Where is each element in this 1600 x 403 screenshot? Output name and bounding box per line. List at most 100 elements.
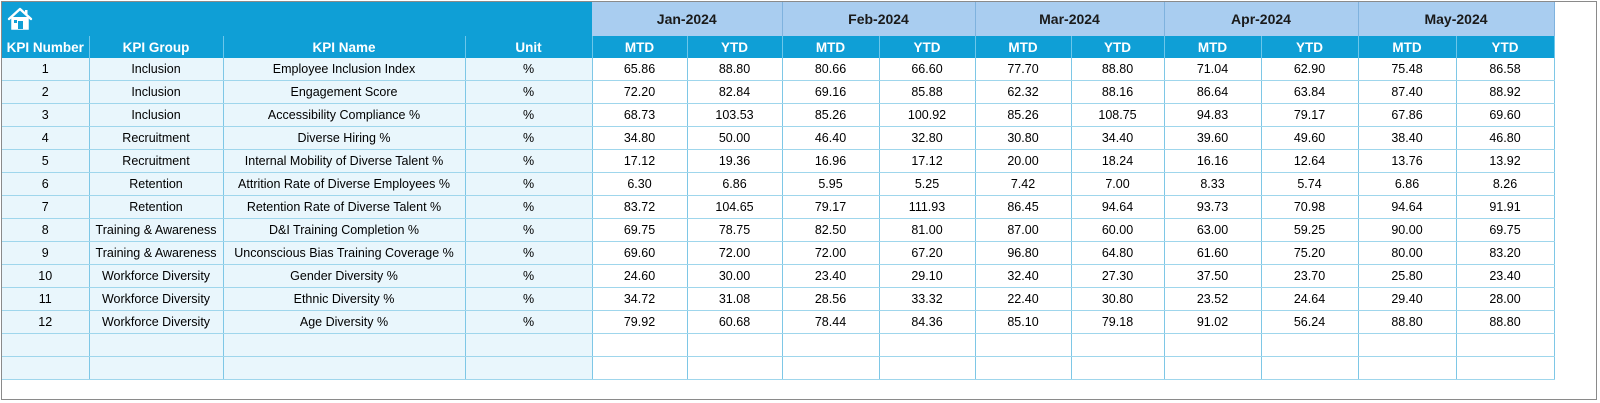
kpi-group-cell[interactable]: Inclusion xyxy=(89,103,224,127)
mtd-value-cell[interactable]: 62.32 xyxy=(975,80,1072,104)
ytd-value-cell[interactable]: 86.58 xyxy=(1456,58,1555,81)
empty-cell[interactable] xyxy=(465,333,593,357)
kpi-name-cell[interactable]: Ethnic Diversity % xyxy=(223,287,466,311)
ytd-value-cell[interactable]: 6.86 xyxy=(687,172,783,196)
ytd-value-cell[interactable]: 63.84 xyxy=(1261,80,1359,104)
mtd-value-cell[interactable]: 29.40 xyxy=(1358,287,1457,311)
ytd-value-cell[interactable]: 79.17 xyxy=(1261,103,1359,127)
mtd-value-cell[interactable]: 94.83 xyxy=(1164,103,1262,127)
mtd-value-cell[interactable]: 80.00 xyxy=(1358,241,1457,265)
unit-cell[interactable]: % xyxy=(465,264,593,288)
ytd-value-cell[interactable]: 82.84 xyxy=(687,80,783,104)
kpi-name-cell[interactable]: Attrition Rate of Diverse Employees % xyxy=(223,172,466,196)
ytd-value-cell[interactable]: 19.36 xyxy=(687,149,783,173)
mtd-value-cell[interactable]: 39.60 xyxy=(1164,126,1262,150)
ytd-value-cell[interactable]: 69.75 xyxy=(1456,218,1555,242)
ytd-value-cell[interactable]: 91.91 xyxy=(1456,195,1555,219)
empty-cell[interactable] xyxy=(2,333,90,357)
unit-cell[interactable]: % xyxy=(465,103,593,127)
empty-cell[interactable] xyxy=(89,333,224,357)
ytd-value-cell[interactable]: 17.12 xyxy=(879,149,976,173)
mtd-value-cell[interactable]: 72.00 xyxy=(782,241,880,265)
mtd-value-cell[interactable]: 91.02 xyxy=(1164,310,1262,334)
unit-cell[interactable]: % xyxy=(465,241,593,265)
empty-cell[interactable] xyxy=(782,333,880,357)
mtd-value-cell[interactable]: 28.56 xyxy=(782,287,880,311)
mtd-value-cell[interactable]: 86.45 xyxy=(975,195,1072,219)
ytd-value-cell[interactable]: 78.75 xyxy=(687,218,783,242)
mtd-value-cell[interactable]: 71.04 xyxy=(1164,58,1262,81)
mtd-value-cell[interactable]: 72.20 xyxy=(592,80,688,104)
mtd-value-cell[interactable]: 46.40 xyxy=(782,126,880,150)
kpi-name-cell[interactable]: D&I Training Completion % xyxy=(223,218,466,242)
mtd-value-cell[interactable]: 61.60 xyxy=(1164,241,1262,265)
mtd-value-cell[interactable]: 37.50 xyxy=(1164,264,1262,288)
ytd-value-cell[interactable]: 104.65 xyxy=(687,195,783,219)
ytd-value-cell[interactable]: 50.00 xyxy=(687,126,783,150)
mtd-value-cell[interactable]: 75.48 xyxy=(1358,58,1457,81)
kpi-number-cell[interactable]: 4 xyxy=(2,126,90,150)
unit-cell[interactable]: % xyxy=(465,287,593,311)
kpi-number-cell[interactable]: 5 xyxy=(2,149,90,173)
ytd-value-cell[interactable]: 83.20 xyxy=(1456,241,1555,265)
empty-cell[interactable] xyxy=(975,333,1072,357)
ytd-value-cell[interactable]: 100.92 xyxy=(879,103,976,127)
kpi-group-cell[interactable]: Workforce Diversity xyxy=(89,287,224,311)
ytd-value-cell[interactable]: 28.00 xyxy=(1456,287,1555,311)
kpi-number-cell[interactable]: 9 xyxy=(2,241,90,265)
mtd-value-cell[interactable]: 16.16 xyxy=(1164,149,1262,173)
mtd-value-cell[interactable]: 17.12 xyxy=(592,149,688,173)
kpi-name-cell[interactable]: Diverse Hiring % xyxy=(223,126,466,150)
home-icon[interactable] xyxy=(6,6,34,32)
empty-cell[interactable] xyxy=(1358,356,1457,380)
mtd-value-cell[interactable]: 96.80 xyxy=(975,241,1072,265)
ytd-value-cell[interactable]: 23.40 xyxy=(1456,264,1555,288)
ytd-value-cell[interactable]: 7.00 xyxy=(1071,172,1165,196)
ytd-value-cell[interactable]: 88.80 xyxy=(1071,58,1165,81)
ytd-value-cell[interactable]: 46.80 xyxy=(1456,126,1555,150)
mtd-value-cell[interactable]: 77.70 xyxy=(975,58,1072,81)
kpi-name-cell[interactable]: Age Diversity % xyxy=(223,310,466,334)
ytd-value-cell[interactable]: 30.80 xyxy=(1071,287,1165,311)
mtd-value-cell[interactable]: 34.72 xyxy=(592,287,688,311)
ytd-value-cell[interactable]: 85.88 xyxy=(879,80,976,104)
empty-cell[interactable] xyxy=(2,356,90,380)
ytd-value-cell[interactable]: 60.00 xyxy=(1071,218,1165,242)
kpi-name-cell[interactable]: Gender Diversity % xyxy=(223,264,466,288)
kpi-name-cell[interactable]: Engagement Score xyxy=(223,80,466,104)
kpi-number-cell[interactable]: 2 xyxy=(2,80,90,104)
empty-cell[interactable] xyxy=(592,333,688,357)
kpi-group-cell[interactable]: Recruitment xyxy=(89,149,224,173)
mtd-value-cell[interactable]: 94.64 xyxy=(1358,195,1457,219)
unit-cell[interactable]: % xyxy=(465,126,593,150)
kpi-group-cell[interactable]: Inclusion xyxy=(89,80,224,104)
ytd-value-cell[interactable]: 84.36 xyxy=(879,310,976,334)
ytd-value-cell[interactable]: 33.32 xyxy=(879,287,976,311)
mtd-value-cell[interactable]: 78.44 xyxy=(782,310,880,334)
empty-cell[interactable] xyxy=(1071,333,1165,357)
ytd-value-cell[interactable]: 23.70 xyxy=(1261,264,1359,288)
kpi-group-cell[interactable]: Workforce Diversity xyxy=(89,310,224,334)
kpi-group-cell[interactable]: Training & Awareness xyxy=(89,218,224,242)
empty-cell[interactable] xyxy=(1071,356,1165,380)
mtd-value-cell[interactable]: 93.73 xyxy=(1164,195,1262,219)
ytd-value-cell[interactable]: 31.08 xyxy=(687,287,783,311)
ytd-value-cell[interactable]: 59.25 xyxy=(1261,218,1359,242)
unit-cell[interactable]: % xyxy=(465,149,593,173)
kpi-number-cell[interactable]: 7 xyxy=(2,195,90,219)
empty-cell[interactable] xyxy=(1261,356,1359,380)
kpi-name-cell[interactable]: Employee Inclusion Index xyxy=(223,58,466,81)
ytd-value-cell[interactable]: 56.24 xyxy=(1261,310,1359,334)
unit-cell[interactable]: % xyxy=(465,218,593,242)
mtd-value-cell[interactable]: 86.64 xyxy=(1164,80,1262,104)
ytd-value-cell[interactable]: 108.75 xyxy=(1071,103,1165,127)
kpi-name-cell[interactable]: Retention Rate of Diverse Talent % xyxy=(223,195,466,219)
mtd-value-cell[interactable]: 30.80 xyxy=(975,126,1072,150)
mtd-value-cell[interactable]: 63.00 xyxy=(1164,218,1262,242)
ytd-value-cell[interactable]: 103.53 xyxy=(687,103,783,127)
kpi-name-cell[interactable]: Internal Mobility of Diverse Talent % xyxy=(223,149,466,173)
kpi-name-cell[interactable]: Unconscious Bias Training Coverage % xyxy=(223,241,466,265)
mtd-value-cell[interactable]: 34.80 xyxy=(592,126,688,150)
ytd-value-cell[interactable]: 49.60 xyxy=(1261,126,1359,150)
ytd-value-cell[interactable]: 60.68 xyxy=(687,310,783,334)
